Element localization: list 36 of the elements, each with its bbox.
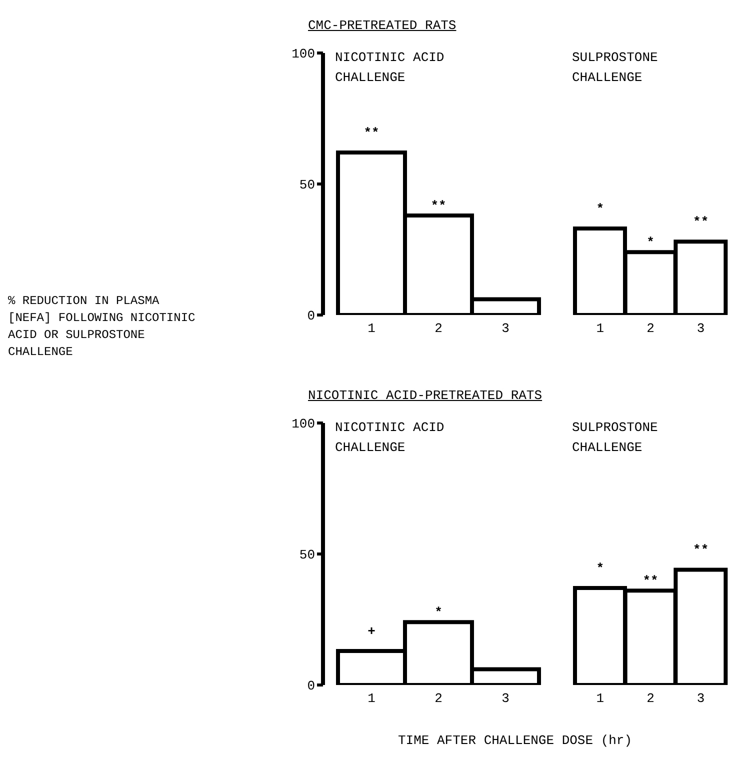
x-tick-label: 1 [596, 691, 604, 706]
x-tick-label: 3 [696, 691, 705, 706]
x-tick-label: 3 [502, 321, 510, 336]
x-tick-label: 2 [646, 321, 654, 336]
text: NICOTINIC ACID CHALLENGE [335, 49, 446, 87]
annotation: ** [430, 198, 446, 214]
x-tick-label: 1 [368, 321, 376, 336]
annotation: + [368, 624, 376, 639]
y-tick-label: 0 [307, 678, 315, 694]
x-tick-label: 1 [368, 691, 376, 706]
x-tick-label: 3 [696, 321, 705, 336]
chart-title: NICOTINIC ACID-PRETREATED RATS [308, 388, 542, 403]
x-tick-label: 2 [434, 691, 442, 706]
x-tick-label: 3 [502, 691, 510, 706]
y-tick-label: 0 [307, 308, 315, 324]
annotation: ** [693, 214, 709, 230]
x-tick-label: 2 [646, 691, 654, 706]
annotation: ** [364, 126, 380, 141]
annotation: * [646, 235, 654, 250]
annotation: * [596, 561, 604, 576]
x-tick-label: 1 [596, 321, 604, 336]
annotation: ** [693, 542, 709, 558]
text: NICOTINIC ACID CHALLENGE [335, 419, 446, 457]
y-axis-title: % REDUCTION IN PLASMA [NEFA] FOLLOWING NICOTINIC ACID OR SULPROSTONE CHALLENGE [8, 293, 196, 361]
x-tick-label: 2 [434, 321, 442, 336]
y-tick-label: 50 [299, 548, 315, 563]
y-tick-label: 100 [292, 416, 315, 432]
x-axis-title: TIME AFTER CHALLENGE DOSE (hr) [398, 733, 632, 748]
text: SULPROSTONE CHALLENGE [572, 49, 659, 87]
annotation: * [434, 605, 442, 620]
annotation: ** [642, 574, 658, 589]
annotation: * [596, 202, 604, 217]
y-tick-label: 50 [299, 178, 315, 193]
chart-title: CMC-PRETREATED RATS [308, 18, 456, 33]
y-tick-label: 100 [292, 46, 315, 62]
text: SULPROSTONE CHALLENGE [572, 419, 659, 457]
